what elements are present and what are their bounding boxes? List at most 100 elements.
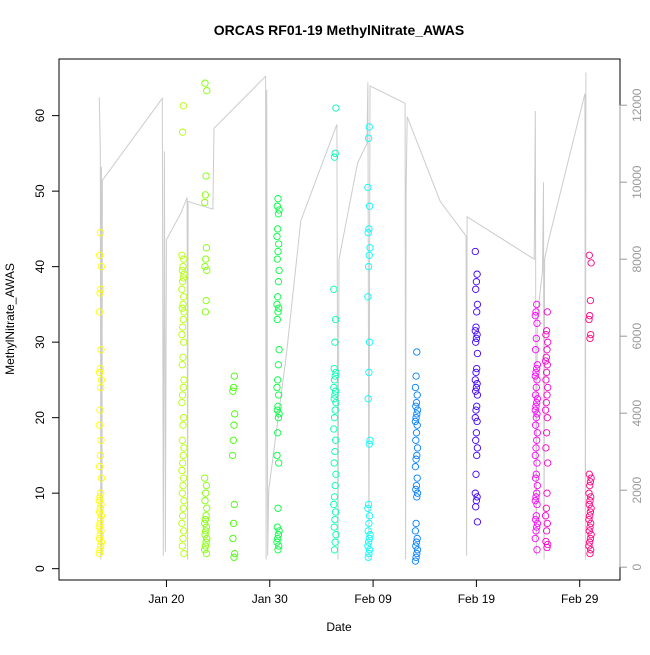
x-axis: Jan 20 Jan 30 Feb 09 Feb 19 Feb 29	[148, 579, 599, 606]
data-point	[532, 402, 540, 410]
data-point	[533, 519, 542, 528]
data-point	[531, 391, 540, 399]
data-point	[95, 368, 104, 377]
data-point	[97, 527, 105, 535]
y-axis-left: 0 10 20 30 40 50 60	[33, 109, 60, 572]
data-point	[97, 262, 106, 271]
data-point	[472, 406, 480, 414]
data-point	[532, 493, 540, 501]
data-point	[230, 500, 238, 509]
data-point	[364, 500, 373, 509]
data-point	[541, 512, 550, 520]
y-tick-label: 50	[33, 184, 47, 198]
data-point	[412, 414, 420, 422]
data-point	[411, 557, 420, 565]
y-tick-label: 0	[33, 565, 47, 572]
data-point	[231, 549, 239, 558]
data-point	[230, 372, 238, 380]
data-point	[203, 266, 211, 275]
x-axis-title: Date	[326, 620, 352, 634]
data-point	[472, 278, 481, 286]
data-point	[331, 538, 339, 546]
y-tick-label: 20	[33, 411, 47, 425]
data-point	[473, 518, 482, 526]
data-point	[412, 455, 420, 463]
data-point	[413, 410, 421, 418]
data-point	[96, 493, 104, 501]
data-point	[179, 421, 187, 429]
data-point	[330, 546, 339, 554]
data-point	[274, 210, 283, 218]
data-point	[178, 489, 186, 497]
data-point	[95, 308, 103, 316]
data-point	[542, 368, 551, 377]
series-rf05	[273, 195, 283, 554]
data-point	[473, 402, 481, 410]
data-point	[533, 300, 541, 309]
data-point	[412, 398, 421, 407]
data-point	[533, 398, 541, 407]
data-point	[533, 500, 541, 509]
data-point	[532, 334, 540, 343]
data-point	[364, 229, 372, 237]
y2-tick-label: 2000	[630, 477, 644, 504]
data-point	[532, 414, 540, 422]
data-point	[531, 497, 539, 505]
data-point	[531, 515, 540, 524]
data-point	[413, 489, 422, 497]
data-point	[532, 512, 540, 520]
data-point	[180, 376, 188, 384]
data-point	[330, 376, 339, 384]
data-point	[229, 383, 238, 392]
data-point	[586, 481, 594, 490]
data-point	[180, 497, 188, 505]
data-point	[586, 512, 594, 520]
data-point	[202, 512, 210, 520]
data-point	[412, 436, 420, 444]
series-rf06	[330, 104, 340, 554]
data-point	[585, 500, 593, 509]
data-point	[531, 346, 540, 354]
data-point	[365, 512, 374, 520]
data-point	[202, 172, 210, 180]
x-tick-label: Feb 09	[354, 592, 392, 606]
data-point	[180, 549, 188, 558]
data-point	[531, 406, 539, 414]
data-point	[331, 447, 339, 456]
data-point	[364, 553, 372, 561]
data-point	[330, 153, 339, 161]
data-point	[365, 368, 373, 377]
data-point	[274, 546, 282, 554]
data-point	[532, 444, 540, 452]
data-point	[532, 308, 540, 316]
data-point	[586, 549, 594, 558]
data-point	[179, 451, 187, 460]
data-point	[585, 542, 593, 550]
data-point	[97, 515, 105, 524]
data-point	[231, 410, 239, 418]
chart-title: ORCAS RF01-19 MethylNitrate_AWAS	[214, 22, 465, 38]
y-tick-label: 30	[33, 335, 47, 349]
data-point	[365, 123, 373, 131]
data-point	[413, 391, 421, 399]
data-point	[96, 504, 104, 512]
data-point	[96, 364, 104, 373]
data-point	[587, 546, 595, 554]
data-point	[473, 417, 481, 426]
data-point	[96, 546, 104, 554]
data-point	[542, 330, 550, 339]
data-point	[413, 444, 422, 452]
data-point	[472, 383, 481, 392]
data-point	[542, 527, 551, 535]
data-point	[95, 508, 104, 516]
data-point	[533, 481, 542, 490]
data-point	[472, 285, 480, 293]
data-point	[413, 534, 421, 543]
data-point	[543, 391, 551, 399]
data-point	[178, 323, 187, 331]
y2-tick-label: 0	[630, 564, 644, 571]
data-point	[413, 493, 421, 501]
data-point	[178, 128, 187, 136]
data-point	[331, 338, 339, 346]
data-point	[274, 361, 283, 369]
